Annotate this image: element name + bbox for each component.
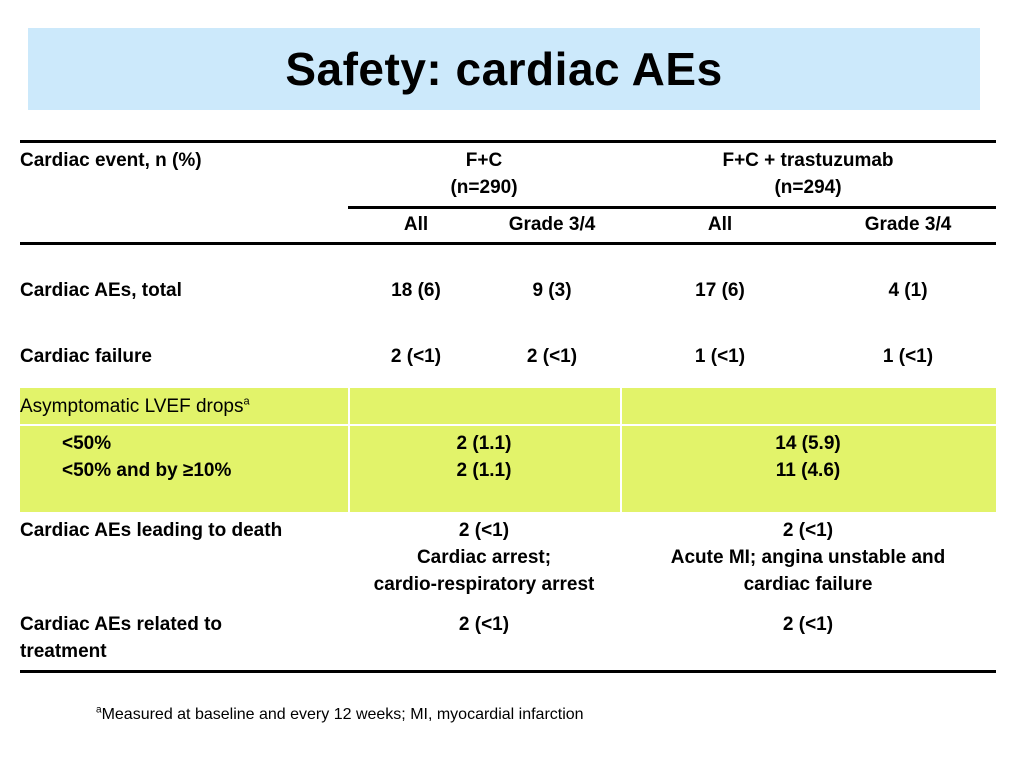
table-cell: 2 (<1) [526,346,578,367]
header-bottom-rule [20,242,996,245]
sub-row-labels: <50% <50% and by ≥10% [62,430,231,484]
slide-title: Safety: cardiac AEs [285,43,723,95]
lvef-highlight-divider [620,388,622,512]
table-cell: 1 (<1) [882,346,934,367]
table-cell: 1 (<1) [694,346,746,367]
cell-value: Cardiac arrest; [416,547,552,568]
lvef-highlight-divider [20,424,996,426]
cell-value: cardiac failure [743,574,873,595]
cell-value: 2 (1.1) [456,460,512,481]
cell-value: cardio-respiratory arrest [373,574,595,595]
row-label: Cardiac AEs leading to death [20,520,283,541]
row-label: Cardiac AEs, total [20,280,182,301]
group-n: (n=294) [774,177,842,198]
row-label-line: Cardiac AEs related to [20,614,223,635]
cell-value: Acute MI; angina unstable and [670,547,946,568]
row-label: Cardiac failure [20,346,152,367]
subheader-all: All [707,214,733,235]
group-name: F+C [465,150,503,171]
cell-value: 2 (<1) [458,520,510,541]
row-header-label: Cardiac event, n (%) [20,150,202,171]
table-cell: 18 (6) [391,280,441,301]
lvef-highlight-divider [348,388,350,512]
cell-value: 11 (4.6) [775,460,841,481]
table-top-rule [20,140,996,143]
group-n: (n=290) [450,177,518,198]
subheader-grade34: Grade 3/4 [864,214,952,235]
footnote-marker: a [243,395,250,408]
table-cell: 17 (6) [695,280,745,301]
group-header-fc: F+C (n=290) [348,147,620,201]
cell-value: 2 (<1) [782,520,834,541]
row-label: Asymptomatic LVEF dropsa [20,393,250,420]
lvef-label: Asymptomatic LVEF drops [20,396,244,417]
table-cell: 2 (<1) Cardiac arrest; cardio-respirator… [348,517,620,598]
subheader-all: All [403,214,429,235]
footnote-marker: a [96,704,102,716]
table-cell: 2 (<1) [782,614,834,635]
lvef-highlight [20,388,996,512]
title-banner: Safety: cardiac AEs [28,28,980,110]
footnote-text: Measured at baseline and every 12 weeks;… [101,706,584,723]
cell-value: 14 (5.9) [775,433,841,454]
row-label-line: treatment [20,641,107,662]
table-cell: 14 (5.9) 11 (4.6) [620,430,996,484]
table-cell: 2 (<1) [390,346,442,367]
table-cell: 9 (3) [532,280,572,301]
row-label: Cardiac AEs related to treatment [20,611,222,665]
table-cell: 2 (<1) Acute MI; angina unstable and car… [620,517,996,598]
cell-value: 2 (1.1) [456,433,512,454]
group-header-fct: F+C + trastuzumab (n=294) [620,147,996,201]
table-bottom-rule [20,670,996,673]
table-cell: 2 (1.1) 2 (1.1) [348,430,620,484]
cardiac-ae-table: Cardiac event, n (%) F+C (n=290) F+C + t… [20,140,996,673]
group-name: F+C + trastuzumab [722,150,894,171]
subheader-grade34: Grade 3/4 [508,214,596,235]
row-label: <50% and by ≥10% [62,460,232,481]
group-header-rule [348,206,996,209]
footnote: aMeasured at baseline and every 12 weeks… [96,704,584,724]
table-cell: 4 (1) [888,280,928,301]
table-cell: 2 (<1) [458,614,510,635]
row-label: <50% [62,433,112,454]
